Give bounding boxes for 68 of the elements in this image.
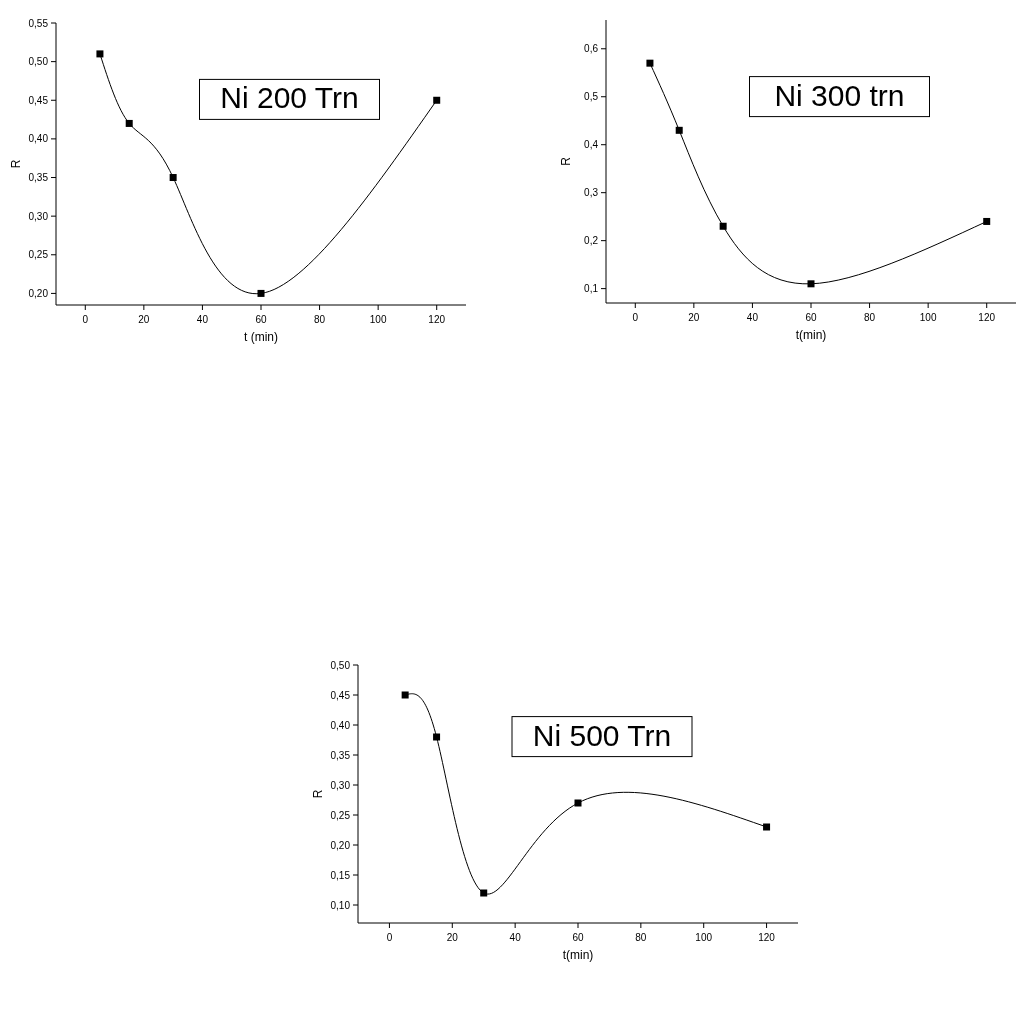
x-tick-label: 120 <box>758 932 776 943</box>
x-tick-label: 100 <box>919 312 937 323</box>
x-tick-label: 100 <box>369 314 387 325</box>
x-axis-title: t(min) <box>795 328 827 342</box>
y-axis-title: R <box>311 789 325 799</box>
x-tick-label: 60 <box>805 312 817 323</box>
x-tick-label: 60 <box>572 932 584 943</box>
x-tick-label: 120 <box>428 314 446 325</box>
point <box>574 799 582 807</box>
point <box>807 280 815 288</box>
y-tick-label: 0,30 <box>28 210 49 222</box>
x-tick-label: 40 <box>509 932 522 943</box>
x-tick-label: 80 <box>864 312 876 323</box>
text: Ni 300 trn <box>774 78 905 112</box>
y-axis-title: R <box>559 156 573 166</box>
x-tick-label: 80 <box>314 314 326 325</box>
point <box>675 126 683 134</box>
x-tick-label: 0 <box>386 932 393 943</box>
x-tick-label: 20 <box>446 932 459 943</box>
x-tick-label: 40 <box>196 314 209 325</box>
point <box>480 889 488 897</box>
y-tick-label: 0,40 <box>330 719 351 731</box>
point <box>125 119 133 127</box>
y-tick-label: 0,45 <box>28 94 49 106</box>
y-tick-label: 0,45 <box>330 689 351 701</box>
x-tick-label: 0 <box>82 314 89 325</box>
y-tick-label: 0,15 <box>330 869 351 881</box>
y-tick-label: 0,50 <box>28 56 49 68</box>
y-tick-label: 0,25 <box>330 809 351 821</box>
y-tick-label: 0,25 <box>28 249 49 261</box>
point <box>401 691 409 699</box>
y-tick-label: 0,20 <box>330 839 351 851</box>
point <box>433 733 441 741</box>
x-tick-label: 20 <box>688 312 700 323</box>
point <box>433 96 441 104</box>
x-axis-title: t (min) <box>244 330 278 344</box>
y-tick-label: 0,20 <box>28 287 49 299</box>
text: Ni 500 Trn <box>532 718 672 752</box>
x-axis-title: t(min) <box>562 948 594 962</box>
point <box>646 59 654 67</box>
y-tick-label: 0,30 <box>330 779 351 791</box>
point <box>257 289 265 297</box>
point <box>169 174 177 182</box>
point <box>983 217 991 225</box>
y-tick-label: 0,35 <box>28 172 49 184</box>
x-tick-label: 40 <box>746 312 759 323</box>
y-tick-label: 0,4 <box>584 139 599 151</box>
x-tick-label: 100 <box>695 932 713 943</box>
y-tick-label: 0,3 <box>584 187 599 199</box>
point <box>719 222 727 230</box>
y-tick-label: 0,1 <box>584 283 599 295</box>
y-tick-label: 0,35 <box>330 749 351 761</box>
y-tick-label: 0,6 <box>584 43 599 55</box>
x-tick-label: 0 <box>632 312 639 323</box>
y-tick-label: 0,55 <box>28 17 49 29</box>
text: Ni 200 Trn <box>220 81 359 115</box>
y-tick-label: 0,5 <box>584 91 599 103</box>
y-tick-label: 0,10 <box>330 899 351 911</box>
y-tick-label: 0,2 <box>584 235 599 247</box>
y-tick-label: 0,40 <box>28 133 49 145</box>
x-tick-label: 80 <box>635 932 647 943</box>
x-tick-label: 60 <box>255 314 267 325</box>
point <box>96 50 104 58</box>
x-tick-label: 120 <box>978 312 996 323</box>
y-tick-label: 0,50 <box>330 659 351 671</box>
x-tick-label: 20 <box>138 314 150 325</box>
point <box>763 823 771 831</box>
y-axis-title: R <box>9 159 23 169</box>
